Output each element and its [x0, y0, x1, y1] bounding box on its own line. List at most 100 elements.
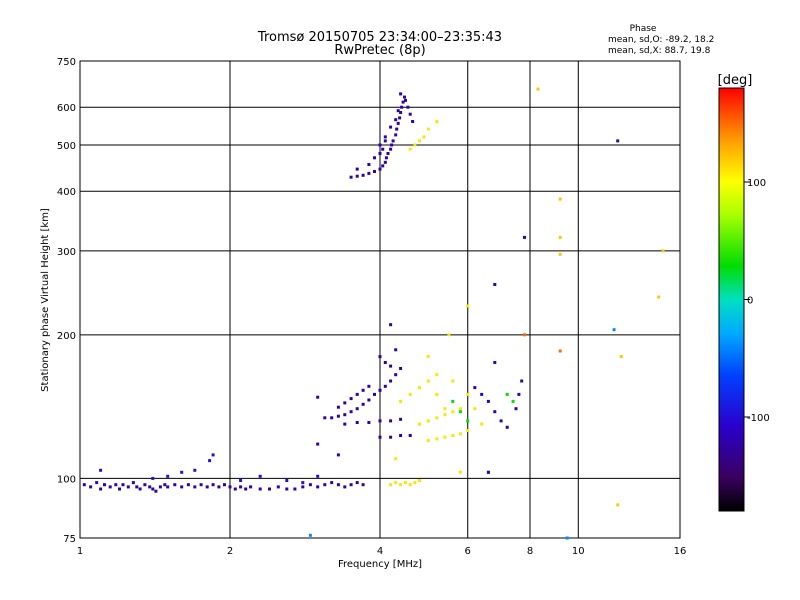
echo-point [148, 485, 152, 489]
echo-point [426, 439, 430, 443]
echo-point [426, 127, 430, 131]
echo-point [173, 483, 177, 487]
chart-subtitle: RwPretec (8p) [334, 43, 425, 58]
echo-point [558, 349, 562, 353]
echo-point [381, 147, 385, 151]
echo-point [399, 483, 403, 487]
x-tick-label: 10 [572, 546, 585, 557]
echo-point [180, 470, 184, 474]
echo-point [408, 112, 412, 116]
x-tick-label: 6 [465, 546, 471, 557]
echo-point [301, 481, 305, 485]
echo-point [411, 120, 415, 123]
echo-point [383, 361, 387, 364]
colorbar-label: [deg] [718, 73, 753, 88]
y-tick-label: 750 [57, 57, 76, 68]
echo-point [330, 481, 334, 485]
echo-point [443, 413, 447, 417]
echo-point [404, 481, 407, 485]
echo-point [558, 197, 562, 201]
echo-point [517, 392, 521, 396]
echo-point [367, 384, 371, 388]
echo-point [244, 487, 248, 491]
y-tick-label: 75 [63, 534, 76, 545]
echo-point [451, 379, 455, 383]
echo-point [239, 479, 243, 482]
echo-point [378, 388, 382, 392]
echo-point [378, 355, 382, 359]
echo-point [383, 384, 387, 388]
echo-point [367, 421, 371, 424]
echo-point [451, 410, 455, 414]
echo-point [268, 487, 271, 491]
x-axis-label: Frequency [MHz] [338, 559, 422, 570]
echo-point [378, 419, 382, 423]
echo-point [233, 487, 237, 491]
echo-point [361, 402, 365, 406]
echo-point [378, 167, 382, 171]
echo-point [166, 485, 170, 489]
echo-point [480, 422, 484, 426]
echo-point [406, 105, 410, 109]
echo-point [413, 143, 417, 147]
echo-point [486, 470, 490, 474]
echo-point [355, 167, 359, 171]
echo-point [619, 355, 623, 359]
echo-point [249, 485, 253, 489]
echo-point [401, 100, 405, 104]
echo-point [400, 105, 404, 109]
x-tick-label: 4 [377, 546, 383, 557]
echo-point [211, 483, 215, 487]
echo-point [394, 348, 398, 352]
echo-point [398, 116, 402, 120]
echo-point [349, 483, 353, 487]
echo-point [408, 392, 412, 396]
echo-point [486, 399, 490, 403]
echo-point [435, 416, 439, 420]
phase-box-line-x: mean, sd,X: 88.7, 19.8 [608, 46, 711, 56]
echo-point [373, 392, 376, 396]
echo-point [435, 437, 439, 441]
echo-point [276, 485, 280, 489]
echo-point [355, 481, 359, 485]
echo-point [426, 355, 430, 359]
echo-point [367, 171, 371, 175]
colorbar-ticks: -100 0 100 [744, 178, 770, 424]
echo-point [126, 485, 130, 489]
echo-point [383, 160, 387, 164]
echo-point [343, 422, 347, 426]
echo-point [558, 252, 562, 256]
echo-point [316, 395, 320, 399]
echo-point [258, 474, 262, 478]
echo-point [343, 485, 347, 489]
echo-point [395, 127, 399, 131]
echo-point [408, 434, 412, 437]
echo-point [612, 328, 616, 332]
echo-point [285, 487, 289, 491]
echo-point [399, 367, 403, 370]
echo-point [418, 386, 421, 390]
echo-point [239, 485, 243, 489]
echo-point [466, 429, 470, 432]
echo-point [323, 483, 327, 487]
echo-point [367, 163, 371, 166]
echo-point [193, 485, 197, 489]
y-tick-label: 100 [57, 474, 76, 485]
echo-point [378, 435, 382, 439]
echo-point [505, 392, 509, 396]
echo-point [396, 109, 400, 113]
echo-point [135, 485, 139, 489]
echo-point [451, 434, 455, 437]
y-tick-label: 500 [57, 141, 76, 152]
echo-point [131, 481, 135, 485]
echo-point [458, 407, 462, 411]
echo-point [418, 479, 421, 482]
y-tick-label: 400 [57, 187, 76, 198]
echo-point [373, 170, 376, 173]
echo-point [285, 479, 289, 482]
echo-point [384, 156, 388, 160]
echo-point [118, 487, 121, 491]
echo-point [418, 139, 421, 143]
echo-point [616, 503, 620, 507]
echo-point [211, 453, 215, 457]
